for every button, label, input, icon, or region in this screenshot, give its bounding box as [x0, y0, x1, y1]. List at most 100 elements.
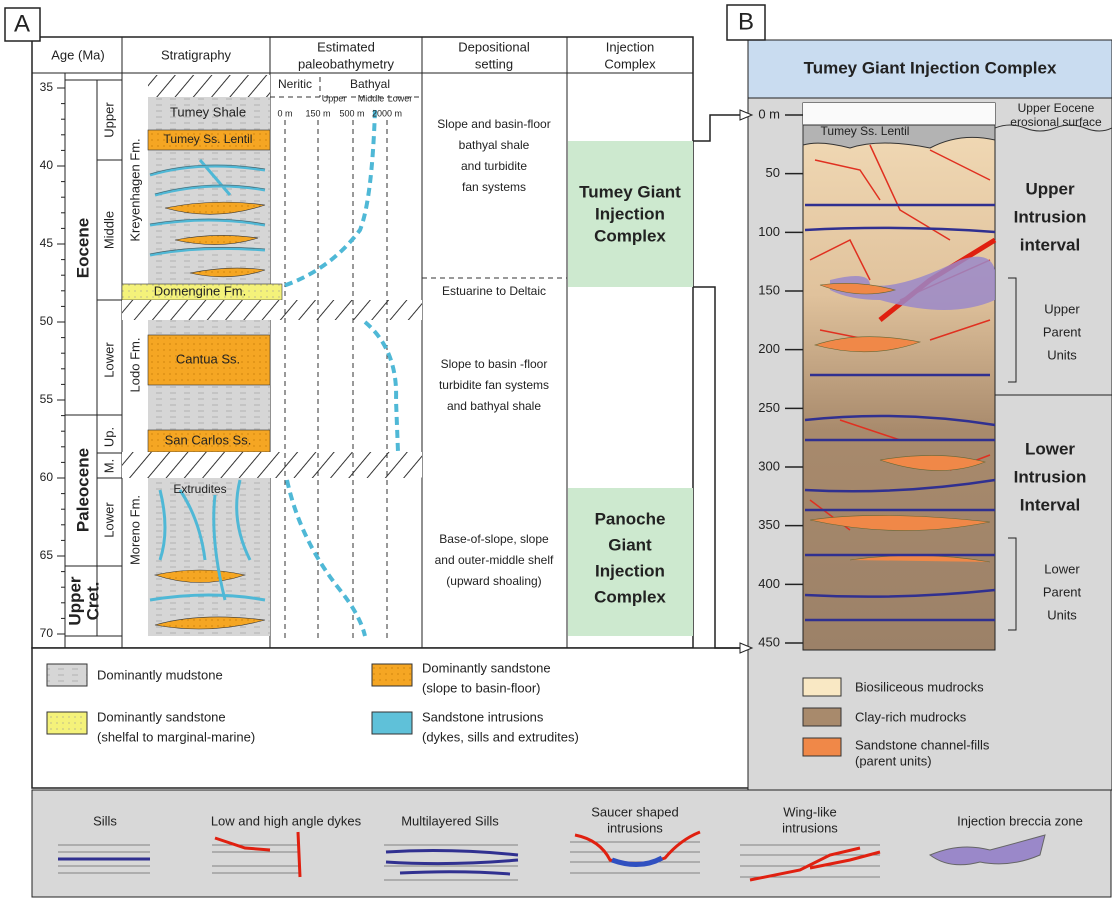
- interval: Lower: [1025, 439, 1075, 458]
- depth-tick-label: 100: [758, 224, 780, 239]
- surface-label: erosional surface: [1010, 115, 1102, 129]
- depth-tick-label: 300: [758, 458, 780, 473]
- column-header: Depositional: [458, 39, 530, 54]
- intrusion-type: Low and high angle dykes: [211, 813, 362, 828]
- intrusion-type: Injection breccia zone: [957, 813, 1083, 828]
- age-tick-label: 35: [40, 80, 54, 94]
- intrusion-type: Multilayered Sills: [401, 813, 499, 828]
- bathy-zone: Neritic: [278, 77, 312, 91]
- intrusion-type: Wing-like: [783, 804, 836, 819]
- bathy-depth: 500 m: [339, 108, 364, 118]
- formation: Kreyenhagen Fm.: [127, 138, 142, 241]
- interval: Interval: [1020, 495, 1080, 514]
- interval: interval: [1020, 235, 1080, 254]
- panel-label: B: [738, 8, 754, 35]
- setting: Estuarine to Deltaic: [442, 284, 546, 298]
- parent-units: Units: [1047, 607, 1077, 622]
- setting: and outer-middle shelf: [435, 553, 554, 567]
- formation: Moreno Fm.: [127, 495, 142, 565]
- depth-tick-label: 200: [758, 341, 780, 356]
- complex-name: Panoche: [595, 509, 666, 528]
- depth-tick-label: 400: [758, 576, 780, 591]
- setting: fan systems: [462, 180, 526, 194]
- setting: (upward shoaling): [446, 574, 541, 588]
- age-tick-label: 45: [40, 236, 54, 250]
- epoch: Eocene: [73, 218, 92, 278]
- bathy-depth: 150 m: [305, 108, 330, 118]
- legend-text: Dominantly sandstone: [97, 709, 226, 724]
- parent-units: Lower: [1044, 561, 1080, 576]
- setting: bathyal shale: [459, 138, 530, 152]
- epoch: Cret.: [83, 582, 102, 621]
- complex-name: Complex: [594, 226, 666, 245]
- setting: and bathyal shale: [447, 399, 541, 413]
- complex-name: Injection: [595, 561, 665, 580]
- bathy-zone: Bathyal: [350, 77, 390, 91]
- depth-tick-label: 0 m: [758, 106, 780, 121]
- setting: Slope to basin -floor: [441, 357, 548, 371]
- complex-name: Tumey Giant: [579, 182, 681, 201]
- sub-epoch: Upper: [101, 102, 116, 138]
- unit-label: Extrudites: [173, 482, 226, 496]
- parent-units: Parent: [1043, 324, 1082, 339]
- setting: turbidite fan systems: [439, 378, 549, 392]
- parent-units: Parent: [1043, 584, 1082, 599]
- formation: Lodo Fm.: [127, 338, 142, 393]
- setting: and turbidite: [461, 159, 527, 173]
- interval: Intrusion: [1014, 207, 1087, 226]
- unit-label: Tumey Shale: [170, 104, 246, 119]
- intrusion-type: intrusions: [607, 820, 663, 835]
- bathy-subzone: Upper: [322, 93, 347, 103]
- legend-text: Clay-rich mudrocks: [855, 709, 967, 724]
- age-tick-label: 60: [40, 470, 54, 484]
- bathy-depth: 0 m: [277, 108, 292, 118]
- bathy-subzone: Middle: [358, 93, 385, 103]
- column-header: Injection: [606, 39, 654, 54]
- legend-text: Biosiliceous mudrocks: [855, 679, 984, 694]
- legend-text: (slope to basin-floor): [422, 680, 541, 695]
- age-tick-label: 65: [40, 548, 54, 562]
- sub-epoch: Up.: [101, 427, 116, 447]
- legend-text: (parent units): [855, 753, 932, 768]
- intrusion-type: intrusions: [782, 820, 838, 835]
- epoch: Paleocene: [73, 448, 92, 532]
- column-header: setting: [475, 56, 513, 71]
- unit-label: Domengine Fm.: [154, 283, 246, 298]
- legend-text: Dominantly mudstone: [97, 667, 223, 682]
- sub-epoch: Middle: [101, 211, 116, 249]
- setting: Slope and basin-floor: [437, 117, 550, 131]
- sub-epoch: Lower: [101, 502, 116, 538]
- column-header: paleobathymetry: [298, 56, 395, 71]
- complex-name: Giant: [608, 535, 652, 554]
- legend-text: Dominantly sandstone: [422, 660, 551, 675]
- legend-text: Sandstone intrusions: [422, 709, 544, 724]
- depth-tick-label: 450: [758, 634, 780, 649]
- legend-text: (dykes, sills and extrudites): [422, 729, 579, 744]
- figure: ABAge (Ma)StratigraphyEstimatedpaleobath…: [0, 0, 1112, 898]
- parent-units: Units: [1047, 347, 1077, 362]
- parent-units: Upper: [1044, 301, 1080, 316]
- unit-label: Tumey Ss. Lentil: [821, 124, 910, 138]
- age-tick-label: 50: [40, 314, 54, 328]
- complex-name: Injection: [595, 204, 665, 223]
- depth-tick-label: 50: [766, 165, 780, 180]
- legend-text: (shelfal to marginal-marine): [97, 729, 255, 744]
- depth-tick-label: 250: [758, 400, 780, 415]
- depth-tick-label: 350: [758, 517, 780, 532]
- intrusion-type: Sills: [93, 813, 117, 828]
- bathy-subzone: Lower: [388, 93, 413, 103]
- unit-label: Cantua Ss.: [176, 351, 240, 366]
- bathy-depth: 2000 m: [372, 108, 402, 118]
- column-header: Complex: [604, 56, 656, 71]
- age-tick-label: 70: [40, 626, 54, 640]
- sub-epoch: Lower: [101, 342, 116, 378]
- column-header: Age (Ma): [51, 47, 104, 62]
- epoch: Upper: [65, 576, 84, 626]
- interval: Intrusion: [1014, 467, 1087, 486]
- unit-label: Tumey Ss. Lentil: [164, 132, 253, 146]
- panel-label: A: [14, 10, 30, 37]
- complex-name: Complex: [594, 587, 666, 606]
- setting: Base-of-slope, slope: [439, 532, 549, 546]
- intrusion-type: Saucer shaped: [591, 804, 678, 819]
- column-header: Stratigraphy: [161, 47, 232, 62]
